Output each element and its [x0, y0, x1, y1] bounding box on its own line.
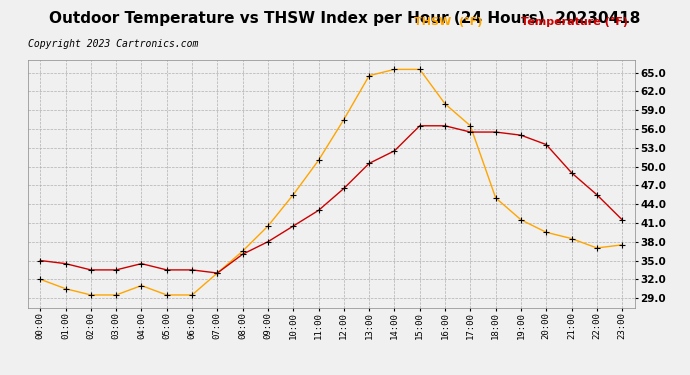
THSW  (°F) [491, 196, 500, 200]
THSW  (°F) [239, 249, 247, 254]
Temperature (°F) [618, 217, 627, 222]
Temperature (°F) [289, 224, 297, 228]
Temperature (°F) [391, 148, 399, 153]
THSW  (°F) [61, 286, 70, 291]
THSW  (°F) [365, 74, 373, 78]
Temperature (°F) [239, 252, 247, 257]
THSW  (°F) [517, 217, 525, 222]
THSW  (°F) [137, 284, 146, 288]
Temperature (°F) [567, 171, 575, 175]
Line: THSW  (°F): THSW (°F) [37, 66, 626, 298]
Text: Copyright 2023 Cartronics.com: Copyright 2023 Cartronics.com [28, 39, 198, 50]
Temperature (°F) [339, 186, 348, 191]
Temperature (°F) [441, 123, 449, 128]
Temperature (°F) [264, 240, 272, 244]
THSW  (°F) [466, 123, 475, 128]
THSW  (°F) [289, 192, 297, 197]
THSW  (°F) [415, 67, 424, 72]
THSW  (°F) [188, 293, 196, 297]
Text: Outdoor Temperature vs THSW Index per Hour (24 Hours)  20230418: Outdoor Temperature vs THSW Index per Ho… [49, 11, 641, 26]
THSW  (°F) [213, 271, 221, 275]
Temperature (°F) [593, 192, 601, 197]
Temperature (°F) [213, 271, 221, 275]
Text: Temperature (°F): Temperature (°F) [521, 17, 628, 27]
THSW  (°F) [87, 293, 95, 297]
Temperature (°F) [87, 268, 95, 272]
Temperature (°F) [112, 268, 120, 272]
Temperature (°F) [61, 261, 70, 266]
Temperature (°F) [491, 130, 500, 134]
THSW  (°F) [163, 293, 171, 297]
Line: Temperature (°F): Temperature (°F) [37, 122, 626, 276]
Temperature (°F) [466, 130, 475, 134]
Temperature (°F) [188, 268, 196, 272]
THSW  (°F) [391, 67, 399, 72]
THSW  (°F) [542, 230, 551, 234]
THSW  (°F) [315, 158, 323, 162]
THSW  (°F) [112, 293, 120, 297]
Temperature (°F) [365, 161, 373, 166]
Temperature (°F) [137, 261, 146, 266]
Temperature (°F) [517, 133, 525, 138]
Text: THSW  (°F): THSW (°F) [414, 17, 482, 27]
THSW  (°F) [36, 277, 44, 282]
THSW  (°F) [567, 236, 575, 241]
THSW  (°F) [593, 246, 601, 250]
Temperature (°F) [163, 268, 171, 272]
THSW  (°F) [264, 224, 272, 228]
THSW  (°F) [618, 243, 627, 247]
THSW  (°F) [441, 102, 449, 106]
THSW  (°F) [339, 117, 348, 122]
Temperature (°F) [542, 142, 551, 147]
Temperature (°F) [415, 123, 424, 128]
Temperature (°F) [36, 258, 44, 263]
Temperature (°F) [315, 208, 323, 213]
